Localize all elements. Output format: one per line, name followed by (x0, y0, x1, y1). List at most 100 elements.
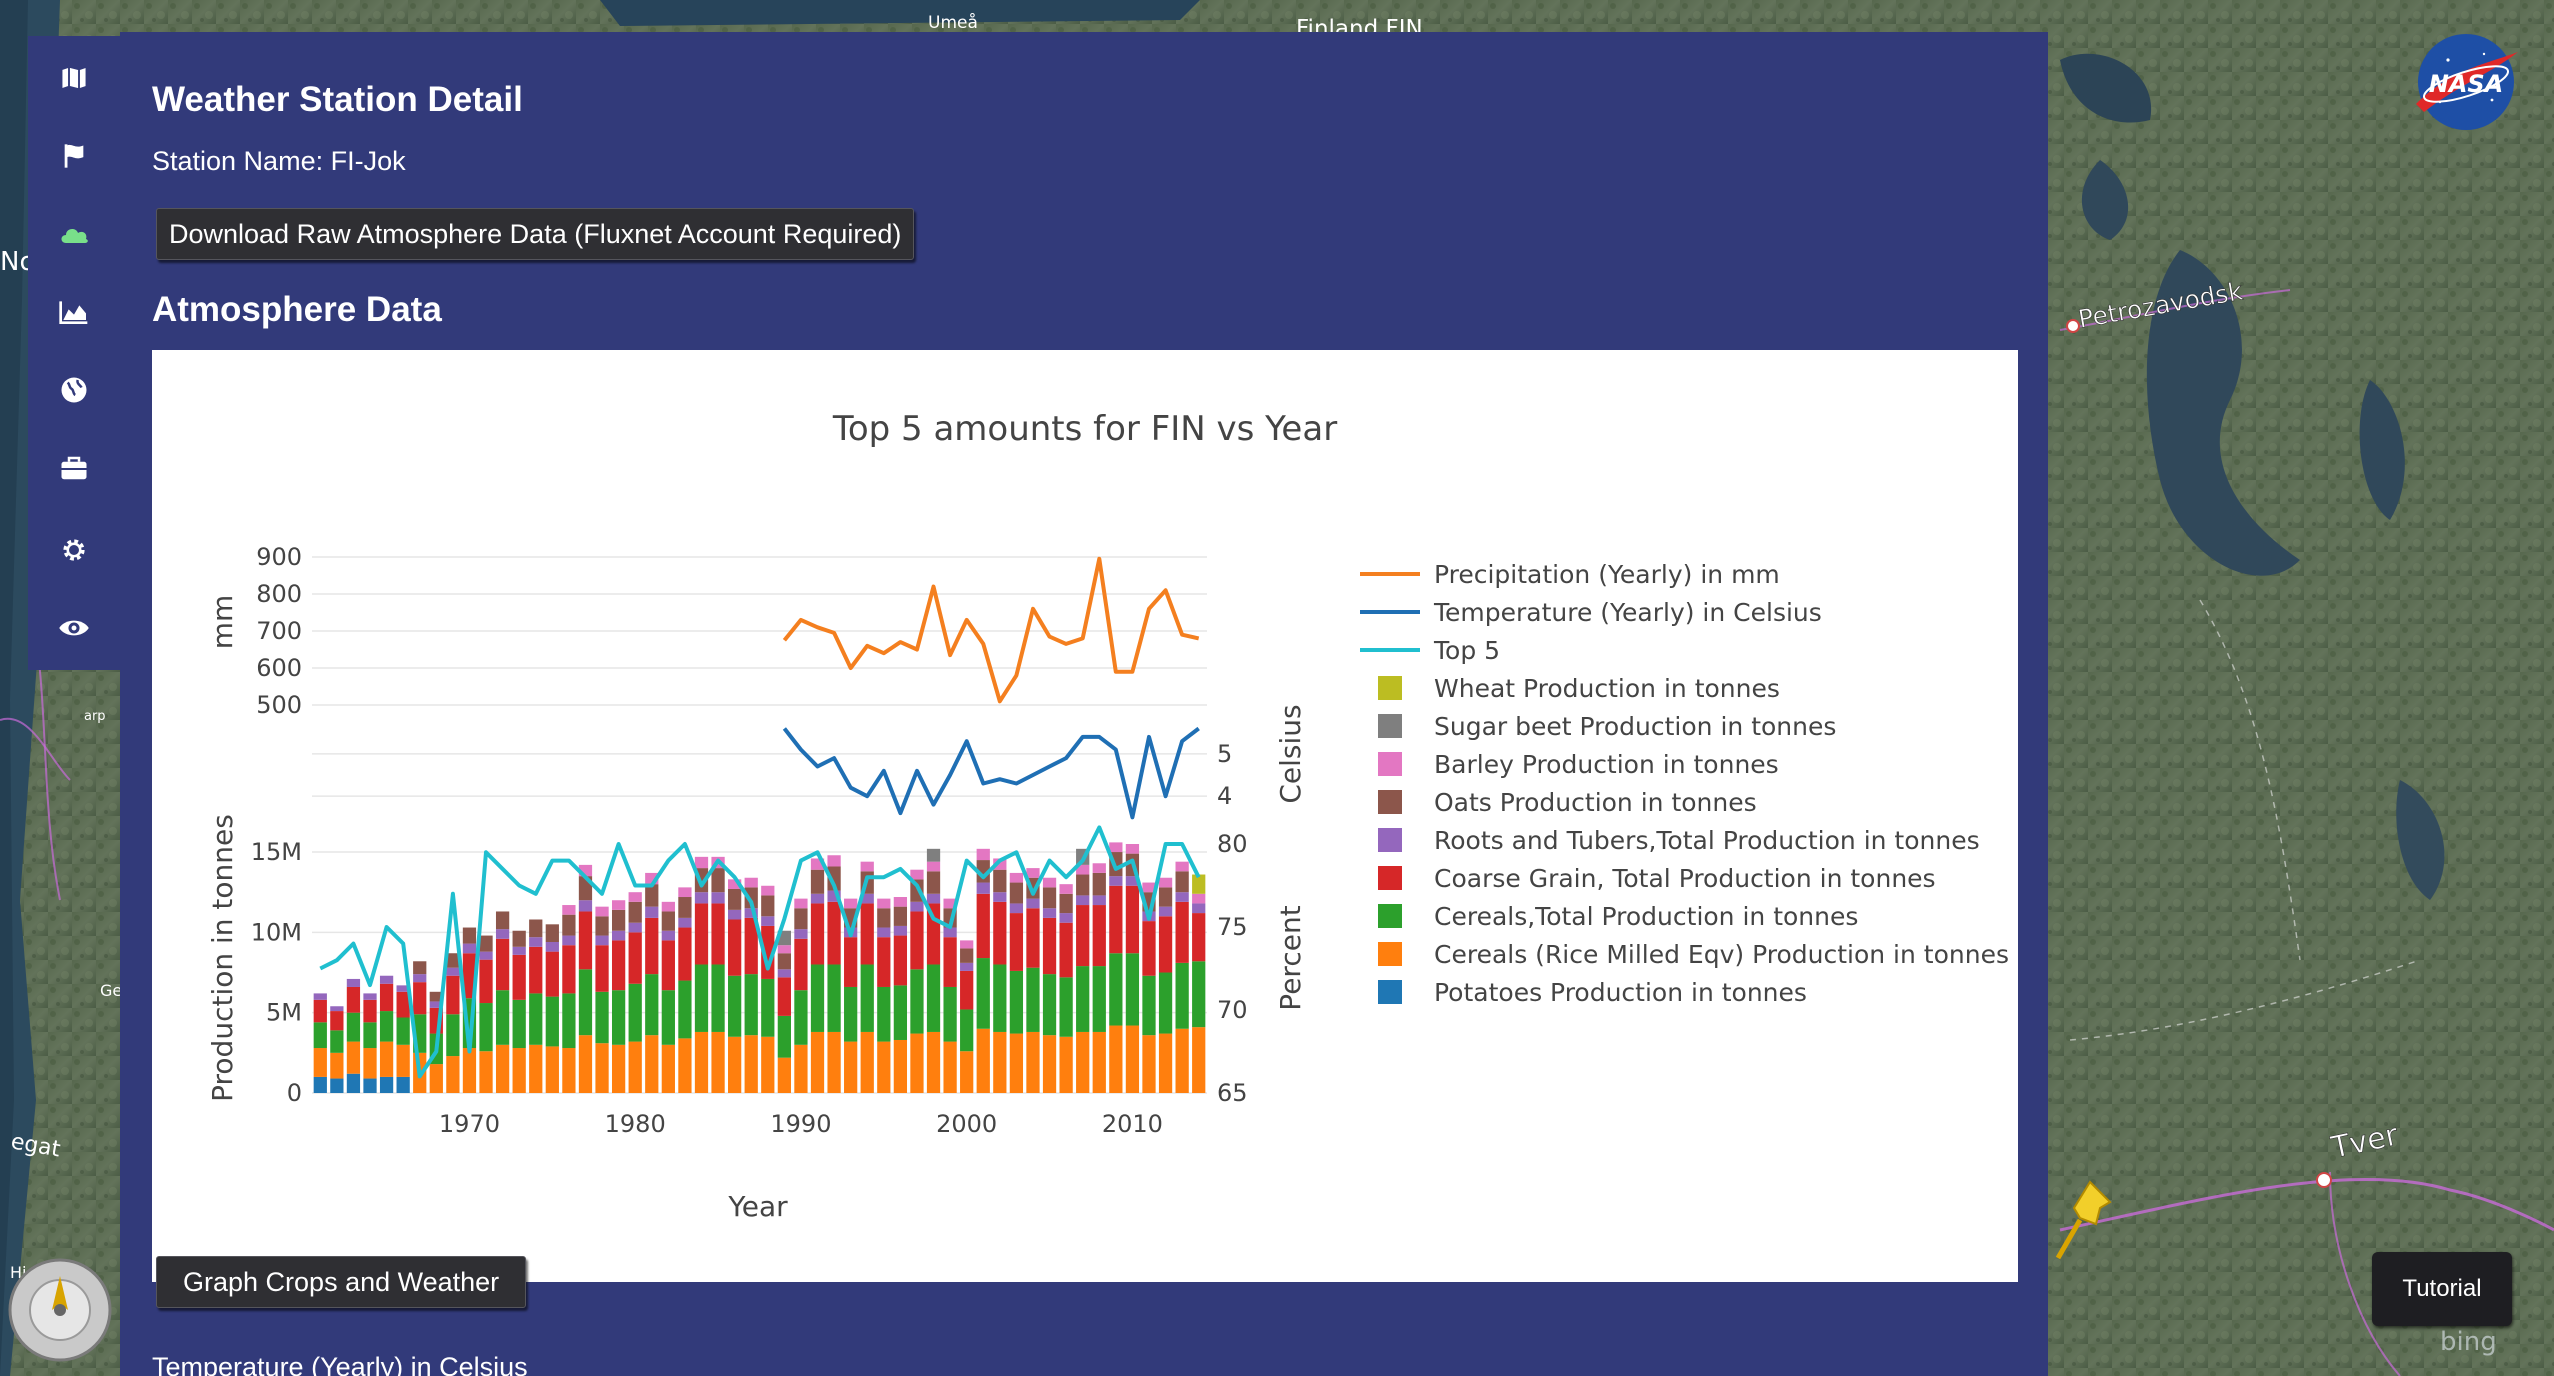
bar-rice (877, 1041, 891, 1093)
sidebar-item-flag[interactable] (28, 126, 120, 186)
bar-coarse (1092, 905, 1106, 967)
bar-rice (313, 1048, 327, 1077)
bar-barley (678, 887, 692, 898)
legend-item[interactable]: Potatoes Production in tonnes (1378, 978, 1807, 1007)
bar-coarse (794, 938, 808, 991)
sidebar-item-briefcase[interactable] (28, 438, 120, 498)
bar-roots (993, 892, 1007, 902)
bar-oats (744, 887, 758, 909)
bar-cereals (545, 996, 559, 1047)
legend-item[interactable]: Oats Production in tonnes (1378, 788, 1757, 817)
legend-swatch (1378, 752, 1402, 776)
bar-oats (628, 901, 642, 923)
legend-swatch (1378, 904, 1402, 928)
bar-roots (313, 993, 327, 1000)
bar-barley (744, 877, 758, 888)
bar-oats (777, 953, 791, 970)
map-label-left-ge: Ge (100, 981, 122, 1000)
sidebar-item-charts[interactable] (28, 282, 120, 342)
bar-coarse (777, 977, 791, 1016)
y-tick-label-celsius: 4 (1217, 782, 1232, 810)
bar-coarse (1026, 908, 1040, 968)
sidebar-item-globe[interactable] (28, 360, 120, 420)
bar-barley (611, 900, 626, 910)
bar-cereals (1175, 962, 1189, 1029)
chart-title: Top 5 amounts for FIN vs Year (832, 409, 1337, 449)
pushpin-icon[interactable] (2050, 1178, 2120, 1268)
bar-oats (678, 897, 692, 918)
legend-item[interactable]: Cereals,Total Production in tonnes (1378, 902, 1858, 931)
nasa-logo[interactable]: NASA (2410, 30, 2522, 134)
bar-cereals (960, 1009, 974, 1052)
legend-item[interactable]: Temperature (Yearly) in Celsius (1360, 598, 1822, 627)
bar-cereals (396, 1017, 410, 1045)
bar-roots (943, 927, 957, 938)
bing-watermark: bing (2440, 1327, 2497, 1357)
bar-roots (761, 916, 775, 926)
download-raw-data-button[interactable]: Download Raw Atmosphere Data (Fluxnet Ac… (156, 208, 915, 260)
bar-oats (645, 884, 659, 907)
y-tick-label-percent: 80 (1217, 830, 1248, 858)
bar-cereals (1092, 966, 1106, 1032)
bar-roots (794, 929, 808, 939)
bar-rice (1109, 1025, 1123, 1093)
y-axis-title-mm: mm (206, 595, 239, 650)
legend-item[interactable]: Roots and Tubers,Total Production in ton… (1378, 826, 1980, 855)
chart-card[interactable]: Top 5 amounts for FIN vs Year 500 600 700 8… (152, 350, 2018, 1282)
sidebar-item-map[interactable] (28, 48, 120, 108)
bar-roots (1175, 892, 1189, 902)
bar-cereals (446, 1014, 460, 1057)
graph-crops-weather-button[interactable]: Graph Crops and Weather (156, 1256, 527, 1308)
legend-item[interactable]: Cereals (Rice Milled Eqv) Production in … (1378, 940, 2009, 969)
nasa-logo-text: NASA (2429, 70, 2504, 98)
bar-barley (661, 901, 675, 912)
bar-barley (844, 898, 858, 909)
legend-label: Cereals (Rice Milled Eqv) Production in … (1434, 940, 2009, 969)
bar-barley (777, 945, 791, 954)
sidebar-item-settings[interactable] (28, 520, 120, 580)
series-top5-line (319, 825, 1201, 1079)
atmosphere-chart[interactable]: Top 5 amounts for FIN vs Year 5006007008… (152, 350, 2018, 1282)
bar-oats (611, 909, 626, 931)
bar-rice (462, 1048, 477, 1093)
bar-roots (429, 1001, 443, 1008)
y-tick-label-mm: 900 (256, 543, 302, 571)
map-icon (60, 65, 88, 91)
bar-rice (694, 1031, 709, 1093)
bar-roots (446, 967, 460, 976)
bar-barley (1042, 877, 1057, 888)
bar-coarse (1042, 917, 1057, 975)
legend-item[interactable]: Barley Production in tonnes (1378, 750, 1779, 779)
sidebar (28, 36, 120, 670)
legend-item[interactable]: Wheat Production in tonnes (1378, 674, 1780, 703)
tutorial-button[interactable]: Tutorial (2372, 1252, 2512, 1326)
bar-cereals (827, 964, 841, 1032)
bar-potatoes (330, 1078, 344, 1093)
bar-coarse (330, 1011, 344, 1031)
section-heading: Atmosphere Data (152, 290, 442, 329)
bar-barley (910, 869, 924, 880)
bar-barley (960, 940, 974, 949)
bar-roots (1092, 895, 1106, 906)
legend-item[interactable]: Precipitation (Yearly) in mm (1360, 560, 1780, 589)
station-name: Station Name: FI-Jok (152, 146, 406, 176)
sidebar-item-atmosphere[interactable] (28, 204, 120, 264)
legend-item[interactable]: Top 5 (1360, 636, 1500, 665)
bar-roots (479, 951, 493, 960)
bar-oats (661, 911, 675, 931)
bar-roots (777, 969, 791, 978)
bar-coarse (446, 975, 460, 1015)
bar-rice (1175, 1028, 1189, 1093)
bar-coarse (860, 903, 874, 965)
legend-item[interactable]: Sugar beet Production in tonnes (1378, 712, 1836, 741)
globe-icon (61, 377, 87, 403)
bar-rice (761, 1036, 775, 1093)
bar-rice (1076, 1031, 1090, 1093)
sidebar-item-visibility[interactable] (28, 598, 120, 658)
bar-cereals (711, 964, 725, 1032)
map-compass-control[interactable] (6, 1256, 114, 1364)
area-chart-icon (59, 301, 88, 324)
legend-item[interactable]: Coarse Grain, Total Production in tonnes (1378, 864, 1936, 893)
bar-cereals (479, 1003, 493, 1052)
bar-coarse (1125, 885, 1140, 954)
